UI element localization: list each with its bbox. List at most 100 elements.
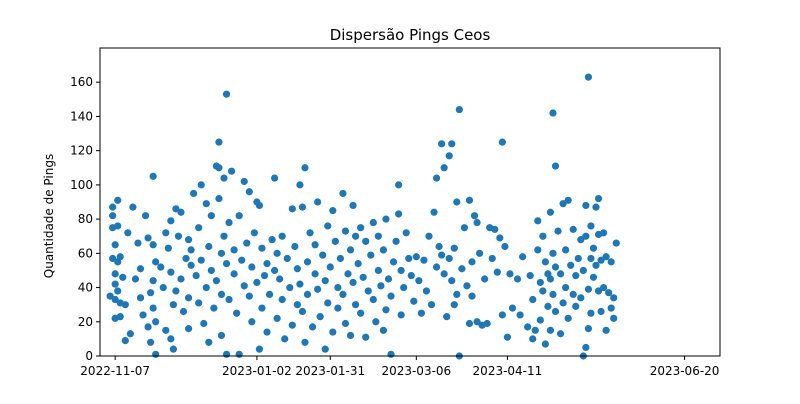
data-point xyxy=(369,295,377,304)
data-point xyxy=(205,338,213,346)
x-tick-label: 2022-11-07 xyxy=(80,364,150,378)
data-point xyxy=(407,271,415,280)
data-point xyxy=(147,338,155,346)
data-point xyxy=(121,301,129,309)
data-point xyxy=(324,299,332,307)
data-point xyxy=(559,200,567,208)
data-point xyxy=(531,326,539,334)
data-point xyxy=(172,205,180,213)
data-point xyxy=(303,258,312,266)
data-point xyxy=(124,229,132,237)
data-point xyxy=(344,270,352,278)
x-tick-label: 2023-01-02 xyxy=(222,364,292,378)
y-tick-label: 20 xyxy=(78,315,93,329)
data-point xyxy=(131,275,140,283)
data-point xyxy=(109,212,117,220)
data-point xyxy=(293,265,301,273)
data-point xyxy=(562,246,570,254)
data-point xyxy=(584,285,593,293)
data-point xyxy=(144,323,152,331)
data-point xyxy=(392,237,400,245)
data-point xyxy=(235,212,243,220)
data-point xyxy=(207,212,215,220)
data-point xyxy=(276,275,284,283)
data-point xyxy=(268,236,276,244)
data-point xyxy=(195,299,203,307)
data-point xyxy=(167,217,175,225)
data-point xyxy=(506,270,514,278)
data-point xyxy=(354,260,362,268)
data-point xyxy=(334,283,342,292)
data-point xyxy=(448,277,456,285)
data-point xyxy=(144,234,152,242)
data-point xyxy=(450,301,458,309)
data-point xyxy=(248,318,256,326)
data-point xyxy=(177,208,185,216)
data-point xyxy=(584,325,593,333)
data-point xyxy=(516,311,524,319)
data-point xyxy=(301,164,309,172)
data-point xyxy=(430,208,438,216)
data-point xyxy=(273,314,281,322)
data-point xyxy=(139,311,147,319)
data-point xyxy=(379,246,388,254)
data-point xyxy=(286,283,294,292)
data-point xyxy=(258,304,266,312)
data-point xyxy=(364,287,372,295)
data-point xyxy=(265,290,274,298)
data-point xyxy=(417,309,425,317)
data-point xyxy=(594,194,603,203)
data-point xyxy=(240,177,248,186)
data-point xyxy=(169,301,177,309)
data-point xyxy=(248,263,256,271)
data-point xyxy=(425,232,433,240)
data-point xyxy=(589,273,598,281)
data-point xyxy=(187,261,195,269)
data-point xyxy=(326,263,334,271)
data-point xyxy=(488,254,496,263)
data-point xyxy=(116,253,124,261)
data-point xyxy=(217,331,226,340)
data-point xyxy=(210,304,218,312)
data-point xyxy=(491,225,499,233)
data-point xyxy=(308,323,317,331)
data-point xyxy=(584,73,593,81)
data-point xyxy=(460,224,469,232)
data-point xyxy=(473,318,481,326)
data-point xyxy=(607,304,615,312)
data-point xyxy=(288,321,296,329)
data-point xyxy=(351,301,360,309)
data-point xyxy=(212,277,221,285)
data-point xyxy=(526,271,534,280)
data-point xyxy=(215,138,223,146)
data-point xyxy=(182,254,190,263)
data-point xyxy=(321,345,329,353)
data-point xyxy=(463,282,471,290)
data-point xyxy=(438,251,446,259)
data-point xyxy=(519,253,527,261)
data-point xyxy=(367,251,375,259)
data-point xyxy=(319,251,327,259)
data-point xyxy=(149,241,157,249)
data-point xyxy=(331,237,339,245)
data-point xyxy=(612,239,620,247)
data-point xyxy=(114,222,122,230)
y-tick-label: 80 xyxy=(78,212,93,226)
data-point xyxy=(384,275,393,283)
data-point xyxy=(169,345,177,353)
data-point xyxy=(220,232,228,240)
data-point xyxy=(387,350,395,358)
data-point xyxy=(551,162,560,170)
data-point xyxy=(255,345,264,353)
data-point xyxy=(483,319,491,328)
data-point xyxy=(599,229,608,237)
data-point xyxy=(222,350,231,358)
data-point xyxy=(551,307,560,316)
data-point xyxy=(296,280,304,288)
data-point xyxy=(359,273,367,281)
data-point xyxy=(195,224,203,232)
data-point xyxy=(134,239,142,247)
data-point xyxy=(273,249,281,257)
data-point xyxy=(200,319,208,328)
